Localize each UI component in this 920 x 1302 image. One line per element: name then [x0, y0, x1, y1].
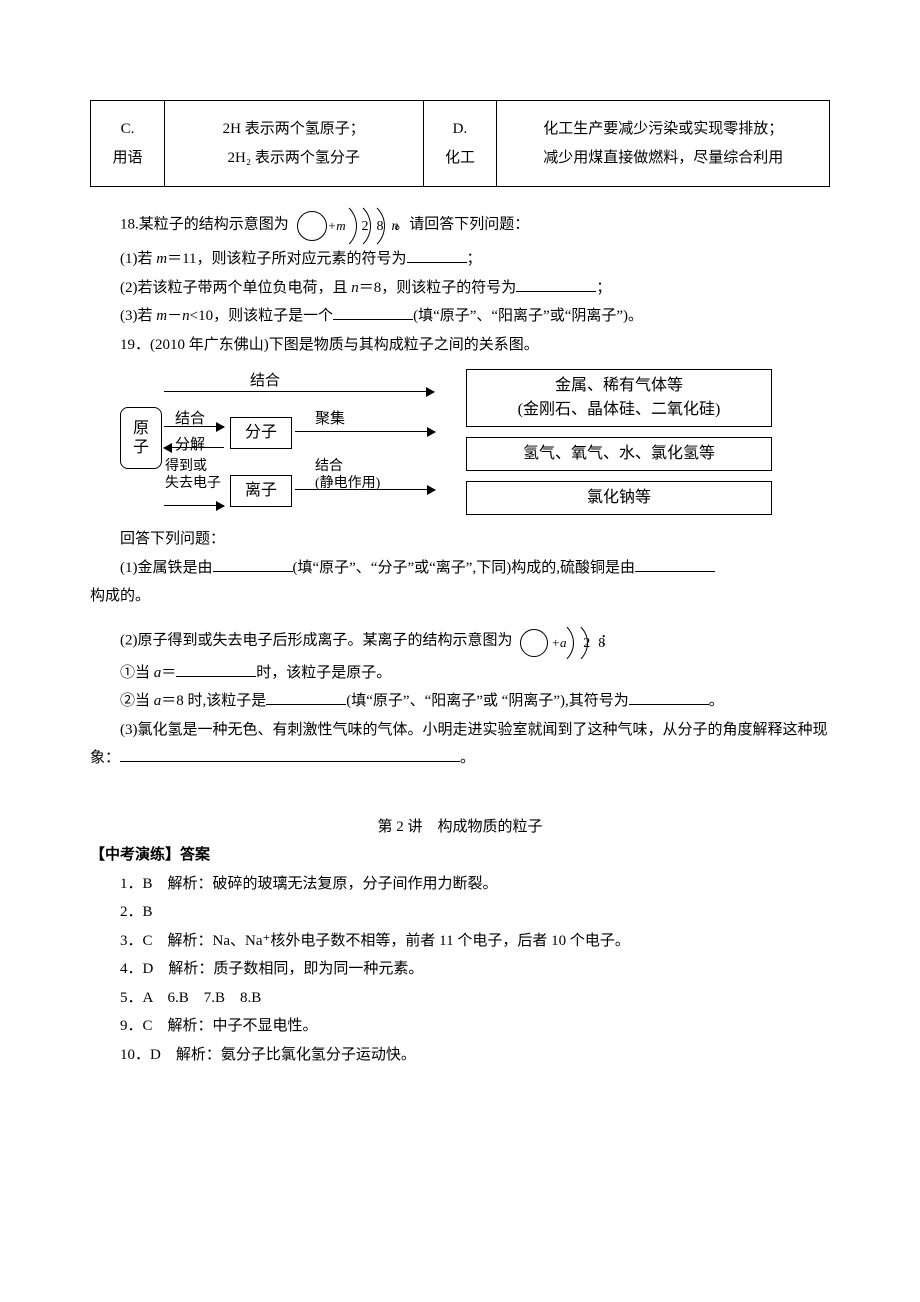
q19-2-2: ②当 a＝8 时,该粒子是(填“原子”、“阳离子”或 “阴离子”),其符号为。: [90, 687, 830, 716]
blank: [333, 304, 413, 320]
answers-block: 【中考演练】答案 1．B 解析：破碎的玻璃无法复原，分子间作用力断裂。 2．B …: [90, 841, 830, 1069]
q19-1-tail: 构成的。: [90, 582, 830, 611]
cell-d-text: 化工生产要减少污染或实现零排放； 减少用煤直接做燃料，尽量综合利用: [497, 101, 830, 187]
arrow: [164, 426, 224, 427]
q18-1: (1)若 m＝11，则该粒子所对应元素的符号为；: [90, 245, 830, 274]
blank: [266, 689, 346, 705]
cell-c-label: C. 用语: [91, 101, 165, 187]
cell-d-label: D. 化工: [423, 101, 497, 187]
blank: [635, 556, 715, 572]
blank: [213, 556, 293, 572]
d-line1: 化工生产要减少污染或实现零排放；: [505, 115, 821, 144]
label-combine-electro: 结合 (静电作用): [315, 459, 380, 493]
atom-diagram-2: +a 2 8: [520, 623, 592, 659]
q19-stem: 19．(2010 年广东佛山)下图是物质与其构成粒子之间的关系图。: [90, 331, 830, 360]
ans-2: 2．B: [90, 898, 830, 927]
relation-diagram: 原 子 分子 离子 结合 结合 分解 得到或 失去电子 聚集 结合 (静电作用)…: [120, 367, 830, 517]
diagram-left: 原 子 分子 离子 结合 结合 分解 得到或 失去电子 聚集 结合 (静电作用): [120, 367, 440, 517]
ans-4: 4．D 解析：质子数相同，即为同一种元素。: [90, 955, 830, 984]
cat-box-3: 氯化钠等: [466, 481, 772, 515]
cat-box-2: 氢气、氧气、水、氯化氢等: [466, 437, 772, 471]
label-decompose: 分解: [175, 431, 205, 460]
node-atom: 原 子: [120, 407, 162, 469]
node-molecule: 分子: [230, 417, 292, 449]
atom-diagram-1: +m 2 8 n: [297, 205, 387, 245]
answers-title: 第 2 讲 构成物质的粒子: [90, 813, 830, 842]
q19-2-1: ①当 a＝时，该粒子是原子。: [90, 659, 830, 688]
shell-e2: 8: [568, 631, 605, 658]
blank: [629, 689, 709, 705]
q19-follow: 回答下列问题：: [90, 525, 830, 554]
arrow: [164, 391, 434, 392]
q18-stem: 18.某粒子的结构示意图为 +m 2 8 n 。请回答下列问题：: [90, 205, 830, 245]
ans-1: 1．B 解析：破碎的玻璃无法复原，分子间作用力断裂。: [90, 870, 830, 899]
diagram-right: 金属、稀有气体等 (金刚石、晶体硅、二氧化硅) 氢气、氧气、水、氯化氢等 氯化钠…: [466, 369, 772, 515]
answers-head: 【中考演练】答案: [90, 841, 830, 870]
arrow: [295, 489, 435, 490]
q18-stem-a: 18.某粒子的结构示意图为: [120, 216, 289, 232]
q19-3: (3)氯化氢是一种无色、有刺激性气味的气体。小明走进实验室就闻到了这种气味，从分…: [90, 716, 830, 773]
option-table: C. 用语 2H 表示两个氢原子； 2H₂ 表示两个氢分子 D. 化工 化工生产…: [90, 100, 830, 187]
arrow: [295, 431, 435, 432]
blank: [176, 661, 256, 677]
q19-2-stem: (2)原子得到或失去电子后形成离子。某离子的结构示意图为 +a 2 8 ：: [90, 623, 830, 659]
label-aggregate: 聚集: [315, 405, 345, 434]
q18-2: (2)若该粒子带两个单位负电荷，且 n＝8，则该粒子的符号为；: [90, 274, 830, 303]
shell-e3: n: [362, 214, 399, 241]
cat-box-1: 金属、稀有气体等 (金刚石、晶体硅、二氧化硅): [466, 369, 772, 427]
cell-c-text: 2H 表示两个氢原子； 2H₂ 表示两个氢分子: [164, 101, 423, 187]
c-line2: 2H₂ 表示两个氢分子: [173, 144, 415, 173]
node-ion: 离子: [230, 475, 292, 507]
label-combine: 结合: [175, 405, 205, 434]
c-line1: 2H 表示两个氢原子；: [173, 115, 415, 144]
label-gain-lose: 得到或 失去电子: [165, 459, 221, 493]
q18-stem-b: 。请回答下列问题：: [394, 216, 529, 232]
blank: [120, 746, 460, 762]
q18-3: (3)若 m－n<10，则该粒子是一个(填“原子”、“阳离子”或“阴离子”)。: [90, 302, 830, 331]
blank: [516, 276, 596, 292]
ans-9: 9．C 解析：中子不显电性。: [90, 1012, 830, 1041]
ans-5: 5．A 6.B 7.B 8.B: [90, 984, 830, 1013]
d-line2: 减少用煤直接做燃料，尽量综合利用: [505, 144, 821, 173]
page: C. 用语 2H 表示两个氢原子； 2H₂ 表示两个氢分子 D. 化工 化工生产…: [0, 0, 920, 1129]
ans-3: 3．C 解析：Na、Na⁺核外电子数不相等，前者 11 个电子，后者 10 个电…: [90, 927, 830, 956]
arrow: [164, 447, 224, 448]
ans-10: 10．D 解析：氨分子比氯化氢分子运动快。: [90, 1041, 830, 1070]
arrow: [164, 505, 224, 506]
blank: [407, 247, 467, 263]
q19-1: (1)金属铁是由(填“原子”、“分子”或“离子”,下同)构成的,硫酸铜是由: [90, 554, 830, 583]
